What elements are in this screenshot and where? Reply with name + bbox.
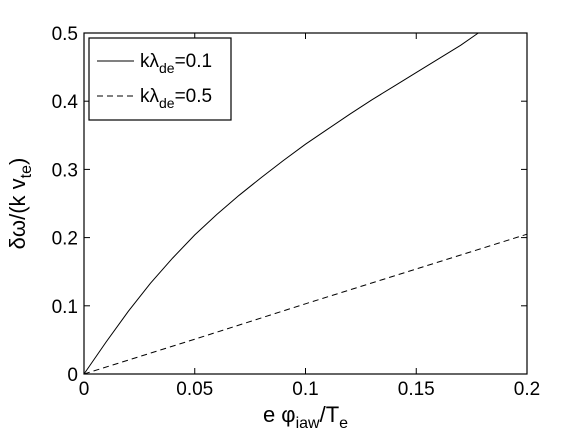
legend-box [88,37,232,121]
x-axis-label: e φiaw/Te [263,402,348,432]
legend-label-series-1-main: kλ [140,51,160,72]
x-axis-label-mid: /T [320,402,340,427]
y-tick-label: 0.1 [52,297,78,318]
x-tick-label: 0.15 [398,379,435,400]
plot-marks [83,32,528,375]
x-axis-label-sub2: e [339,415,348,432]
y-tick-label: 0.5 [52,24,78,45]
y-tick-label: 0 [67,365,78,386]
y-tick-label: 0.3 [52,160,78,181]
y-axis-label-main: δω/(k v [5,178,30,249]
x-axis-label-sub1: iaw [296,415,320,432]
x-tick-label: 0.1 [292,379,318,400]
y-tick-label: 0.4 [52,92,79,113]
legend-label-series-2-sub: de [159,95,175,111]
y-axis-label: δω/(k vte) [5,158,35,250]
axis-ticks: 0 0.05 0.1 0.15 0.2 0 0.1 0.2 0.3 0.4 0.5 [52,24,541,400]
legend-label-series-1-sub: de [159,60,175,76]
x-tick-label: 0 [79,379,90,400]
series-line-2 [83,233,528,375]
legend-label-series-1: kλde=0.1 [140,51,212,76]
x-axis-label-main: e φ [263,402,296,427]
y-axis-label-close: ) [5,158,30,165]
y-tick-label: 0.2 [52,229,78,250]
x-tick-label: 0.05 [176,379,213,400]
legend-label-series-2-main: kλ [140,86,160,107]
legend: kλde=0.1 kλde=0.5 [88,37,232,121]
x-tick-label: 0.2 [514,379,540,400]
legend-label-series-2: kλde=0.5 [140,86,212,111]
legend-label-series-2-value: =0.5 [175,86,213,107]
series-line-1 [83,32,479,375]
legend-label-series-1-value: =0.1 [175,51,213,72]
y-axis-label-sub: te [18,165,35,178]
